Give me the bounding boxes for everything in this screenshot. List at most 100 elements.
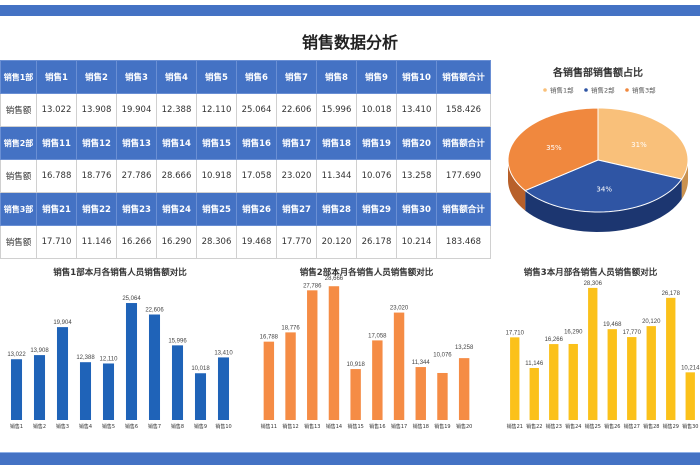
cell-value: 10.214 [396, 225, 437, 259]
bar [263, 341, 275, 420]
data-label: 10,214 [681, 365, 700, 371]
x-tick-label: 销售27 [624, 423, 640, 430]
bar [372, 340, 383, 420]
header-cell-person: 销售14 [156, 126, 197, 160]
header-cell-dept: 销售3部 [0, 192, 37, 226]
cell-value: 15.996 [316, 93, 357, 127]
pie-label: 35% [546, 144, 562, 152]
legend-marker [543, 88, 547, 92]
data-label: 13,022 [7, 352, 26, 358]
bar [529, 367, 539, 420]
bar [646, 326, 656, 420]
data-label: 13,908 [30, 348, 49, 354]
data-label: 17,770 [623, 330, 642, 336]
x-tick-label: 销售30 [682, 423, 698, 430]
data-label: 20,120 [642, 319, 661, 325]
header-row: 销售3部 销售21 销售22 销售23 销售24 销售25 销售26 销售27 销售28 销售29… [0, 192, 491, 226]
data-label: 26,178 [662, 291, 681, 297]
bar [56, 327, 69, 420]
data-label: 10,076 [433, 353, 452, 359]
x-tick-label: 销售8 [171, 423, 184, 430]
data-label: 13,410 [214, 350, 233, 356]
pie-slice-2 [524, 159, 683, 213]
header-cell-total-label: 销售额合计 [436, 60, 491, 94]
sales-table: 销售1部 销售1 销售2 销售3 销售4 销售5 销售6 销售7 销售8 销售9 销售10 销售额合计… [0, 60, 491, 259]
data-label: 19,468 [603, 322, 622, 328]
cell-value: 16.290 [156, 225, 197, 259]
data-label: 10,018 [191, 366, 210, 372]
legend-label: 销售3部 [632, 86, 656, 95]
data-label: 28,666 [325, 276, 344, 282]
value-row: 销售额 17.710 11.146 16.266 16.290 28.306 19.468 1… [0, 225, 491, 259]
header-cell-person: 销售13 [116, 126, 157, 160]
header-cell-person: 销售2 [76, 60, 117, 94]
cell-value: 23.020 [276, 159, 317, 193]
bar [125, 303, 138, 420]
bar [666, 297, 676, 420]
x-tick-label: 销售10 [215, 423, 231, 430]
cell-value: 13.410 [396, 93, 437, 127]
header-cell-person: 销售21 [36, 192, 77, 226]
x-tick-label: 销售3 [56, 423, 69, 430]
legend-label: 销售2部 [591, 86, 615, 95]
cell-value: 10.918 [196, 159, 237, 193]
cell-total: 183.468 [436, 225, 491, 259]
data-label: 19,904 [53, 320, 72, 326]
bar [458, 358, 470, 420]
x-tick-label: 销售4 [79, 423, 92, 430]
cell-row-label: 销售额 [0, 159, 37, 193]
cell-value: 11.146 [76, 225, 117, 259]
top-banner [0, 5, 700, 16]
x-tick-label: 销售5 [102, 423, 115, 430]
header-cell-dept: 销售1部 [0, 60, 37, 94]
bar [588, 287, 598, 420]
cell-row-label: 销售额 [0, 225, 37, 259]
x-tick-label: 销售25 [585, 423, 601, 430]
cell-total: 177.690 [436, 159, 491, 193]
bar [627, 337, 637, 420]
bottom-banner [0, 452, 700, 465]
bar-chart-title: 销售2部本月各销售人员销售额对比 [300, 267, 434, 278]
cell-value: 17.058 [236, 159, 277, 193]
cell-value: 13.258 [396, 159, 437, 193]
x-tick-label: 销售18 [413, 423, 429, 430]
cell-value: 10.076 [356, 159, 397, 193]
data-label: 17,710 [506, 330, 525, 336]
data-label: 27,786 [303, 283, 322, 289]
x-tick-label: 销售9 [194, 423, 207, 430]
data-label: 10,918 [346, 362, 365, 368]
header-cell-total-label: 销售额合计 [436, 192, 491, 226]
data-label: 11,344 [412, 360, 431, 366]
bar [194, 373, 207, 420]
data-label: 13,258 [455, 345, 474, 351]
bar [285, 332, 296, 420]
x-tick-label: 销售15 [347, 423, 363, 430]
header-cell-person: 销售27 [276, 192, 317, 226]
x-tick-label: 销售14 [326, 423, 342, 430]
cell-value: 10.018 [356, 93, 397, 127]
pie-side-3 [508, 160, 526, 211]
pie-label: 31% [631, 141, 647, 149]
bar [10, 359, 23, 420]
pie-slice-3 [507, 107, 599, 192]
x-tick-label: 销售6 [125, 423, 138, 430]
data-label: 12,110 [100, 356, 119, 362]
legend-marker [625, 88, 629, 92]
x-tick-label: 销售17 [391, 423, 407, 430]
legend-label: 销售1部 [550, 86, 574, 95]
data-label: 16,788 [260, 335, 279, 341]
header-cell-person: 销售22 [76, 192, 117, 226]
header-cell-person: 销售29 [356, 192, 397, 226]
header-cell-person: 销售15 [196, 126, 237, 160]
x-tick-label: 销售16 [369, 423, 385, 430]
bar-chart-title: 销售3本月部各销售人员销售额对比 [524, 267, 658, 278]
x-tick-label: 销售20 [456, 423, 472, 430]
value-row: 销售额 13.022 13.908 19.904 12.388 12.110 25.064 2… [0, 93, 491, 127]
bar-chart-title: 销售1部本月各销售人员销售额对比 [53, 267, 187, 278]
x-tick-label: 销售11 [261, 423, 277, 430]
bar [102, 363, 115, 420]
bar [148, 314, 161, 420]
bar [33, 355, 46, 420]
x-tick-label: 销售19 [434, 423, 450, 430]
data-label: 15,996 [168, 338, 187, 344]
